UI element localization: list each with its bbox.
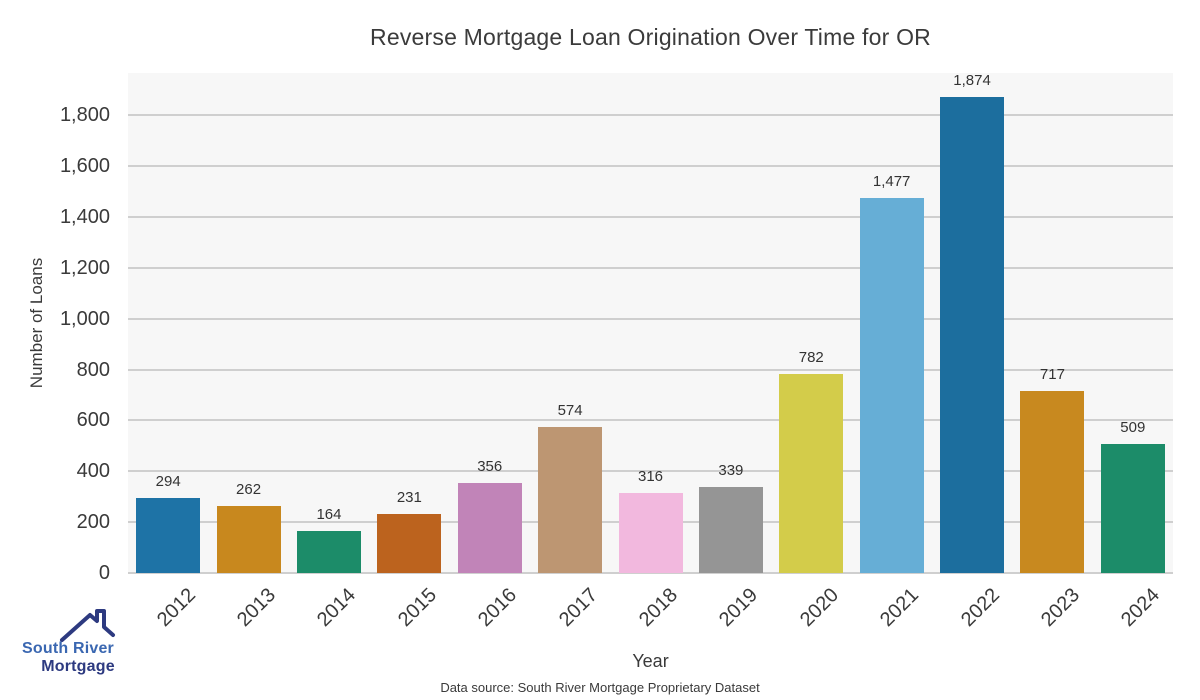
gridline [128, 419, 1173, 422]
gridline [128, 317, 1173, 320]
logo: South River Mortgage [14, 600, 122, 690]
bar [296, 531, 361, 573]
x-tick-label: 2013 [233, 584, 281, 632]
bar-value-label: 262 [236, 481, 262, 499]
bar [377, 514, 442, 573]
bar [136, 498, 201, 573]
data-source-note: Data source: South River Mortgage Propri… [440, 680, 760, 695]
x-tick-label: 2022 [956, 584, 1004, 632]
x-tick-label: 2017 [554, 584, 602, 632]
chart-title: Reverse Mortgage Loan Origination Over T… [370, 24, 931, 50]
y-tick-label: 1,000 [59, 307, 110, 330]
bar [698, 486, 763, 573]
gridline [128, 470, 1173, 473]
x-tick-label: 2012 [152, 584, 200, 632]
y-tick-label: 400 [76, 460, 110, 483]
x-tick-label: 2023 [1036, 584, 1084, 632]
y-tick-label: 1,200 [59, 256, 110, 279]
house-icon [60, 609, 115, 642]
bar-value-label: 164 [316, 506, 342, 524]
bar-value-label: 717 [1039, 365, 1065, 383]
logo-text-south-river: South River [22, 640, 114, 657]
x-tick-label: 2021 [876, 584, 924, 632]
bar [216, 506, 281, 573]
x-tick-label: 2018 [635, 584, 683, 632]
bar-value-label: 316 [637, 467, 664, 485]
bar-value-label: 339 [718, 461, 744, 479]
bar [618, 492, 683, 573]
bar [457, 482, 522, 573]
bar-value-label: 1,874 [953, 71, 991, 89]
y-tick-label: 800 [76, 358, 110, 381]
x-tick-label: 2024 [1117, 584, 1165, 632]
bar [538, 427, 603, 573]
bar-value-label: 356 [477, 457, 503, 475]
logo-text-mortgage: Mortgage [41, 658, 115, 675]
bar [859, 197, 924, 573]
bar-value-label: 1,477 [872, 172, 911, 190]
y-tick-label: 1,800 [59, 104, 110, 127]
gridline [128, 368, 1173, 371]
gridline [128, 216, 1173, 219]
x-tick-label: 2015 [393, 584, 441, 632]
bar [1100, 443, 1165, 573]
y-axis-title: Number of Loans [27, 257, 46, 389]
gridline [128, 572, 1173, 574]
x-tick-label: 2020 [795, 584, 843, 632]
bar-value-label: 294 [155, 473, 181, 491]
bar [779, 374, 844, 573]
y-tick-label: 200 [76, 511, 110, 534]
y-tick-label: 600 [76, 409, 110, 432]
bar-value-label: 782 [798, 349, 824, 367]
y-tick-label: 1,600 [59, 155, 110, 178]
x-tick-label: 2019 [715, 584, 763, 632]
y-tick-label: 0 [98, 562, 110, 584]
bar [1020, 390, 1085, 573]
x-tick-label: 2014 [313, 584, 361, 632]
bar-value-label: 574 [557, 402, 583, 420]
y-tick-label: 1,400 [59, 206, 110, 229]
bar-value-label: 231 [396, 489, 422, 507]
gridline [128, 114, 1173, 117]
x-tick-label: 2016 [474, 584, 522, 632]
bar-value-label: 509 [1120, 418, 1146, 436]
gridline [128, 266, 1173, 269]
x-axis-title: Year [632, 651, 669, 671]
bar [940, 96, 1005, 573]
gridline [128, 165, 1173, 168]
